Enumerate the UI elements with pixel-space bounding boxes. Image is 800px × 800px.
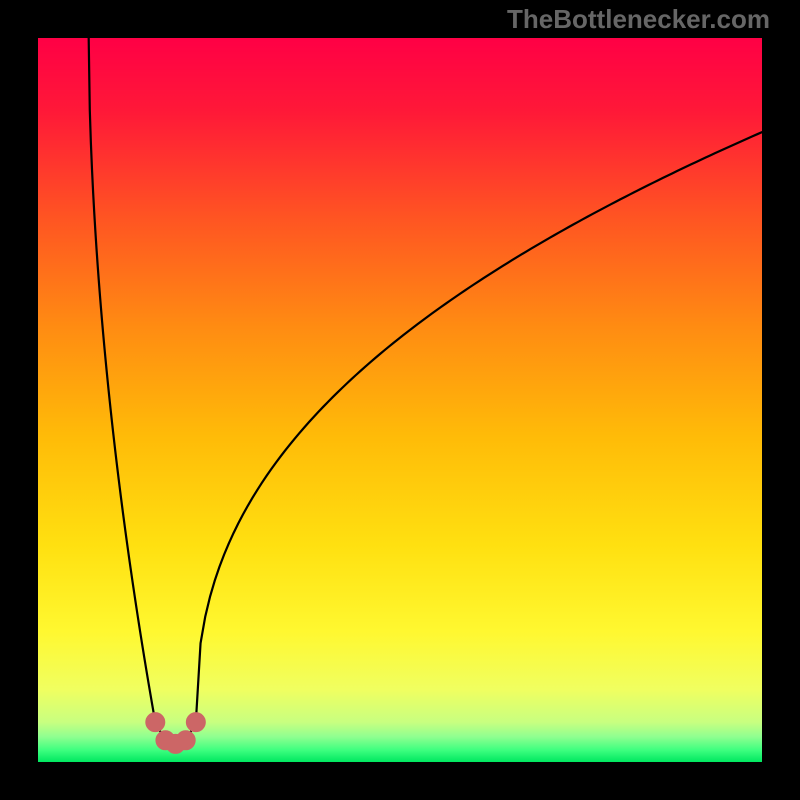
bottleneck-chart (0, 0, 800, 800)
plot-area (38, 38, 762, 762)
dip-marker (187, 713, 205, 731)
dip-marker (146, 713, 164, 731)
chart-container: TheBottlenecker.com (0, 0, 800, 800)
watermark-text: TheBottlenecker.com (507, 4, 770, 35)
dip-marker (177, 731, 195, 749)
